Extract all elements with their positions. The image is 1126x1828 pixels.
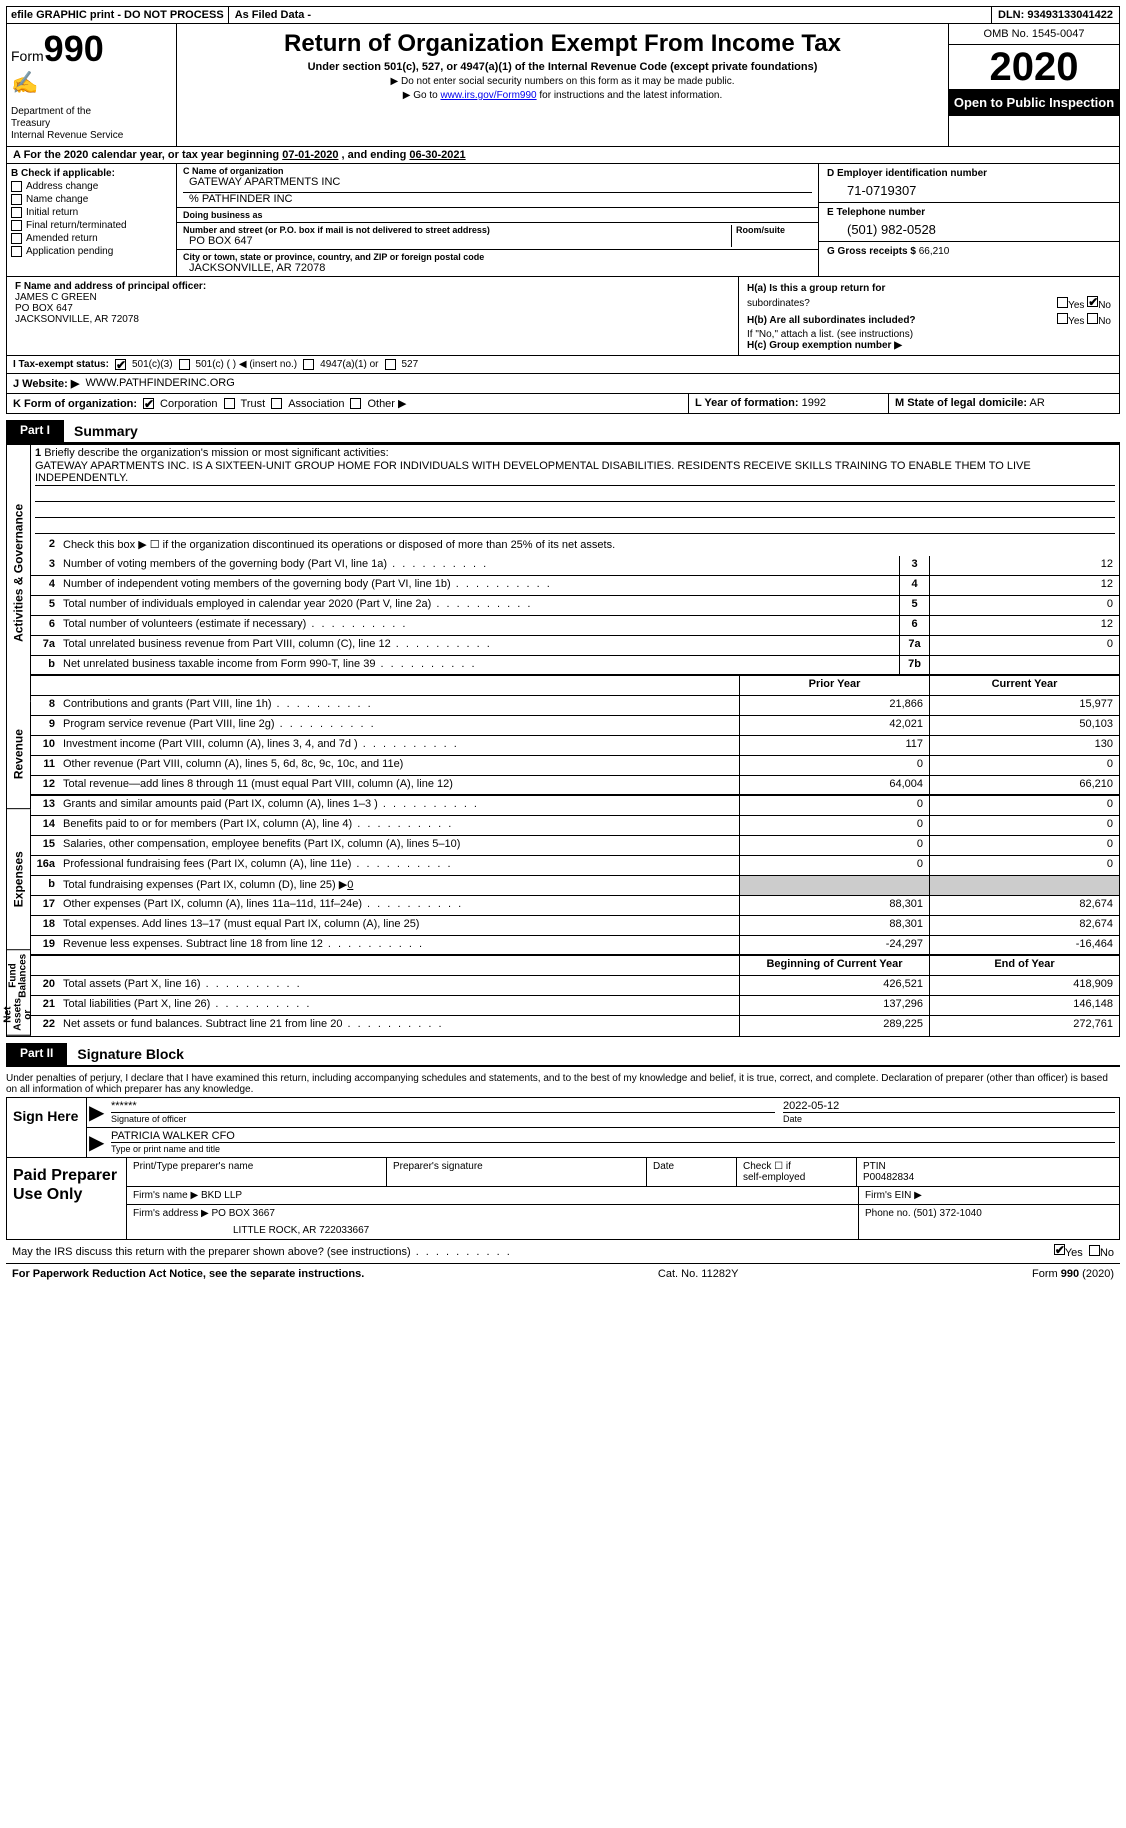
state-domicile: M State of legal domicile: AR (889, 394, 1119, 413)
chk-hb-no[interactable] (1087, 313, 1098, 324)
address-cell: Number and street (or P.O. box if mail i… (177, 223, 818, 250)
row-f-h: F Name and address of principal officer:… (6, 277, 1120, 356)
row-a-tax-year: A For the 2020 calendar year, or tax yea… (6, 147, 1120, 164)
city-cell: City or town, state or province, country… (177, 250, 818, 276)
row-k-l-m: K Form of organization: Corporation Trus… (6, 394, 1120, 414)
chk-other[interactable] (350, 398, 361, 409)
year-formation: L Year of formation: 1992 (689, 394, 889, 413)
header-title: Return of Organization Exempt From Incom… (177, 24, 949, 146)
irs-link[interactable]: www.irs.gov/Form990 (440, 90, 536, 101)
chk-amended[interactable] (11, 233, 22, 244)
chk-final-return[interactable] (11, 220, 22, 231)
open-to-public: Open to Public Inspection (949, 89, 1119, 116)
efile-label: efile GRAPHIC print - DO NOT PROCESS (7, 7, 229, 23)
principal-officer: F Name and address of principal officer:… (7, 277, 739, 355)
block-b-through-g: B Check if applicable: Address change Na… (6, 164, 1120, 277)
part-1-header: Part I Summary (6, 420, 1120, 444)
signature-block: Under penalties of perjury, I declare th… (6, 1071, 1120, 1284)
side-revenue: Revenue (7, 701, 31, 809)
chk-application-pending[interactable] (11, 246, 22, 257)
phone-cell: E Telephone number (501) 982-0528 (819, 203, 1119, 242)
chk-527[interactable] (385, 359, 396, 370)
may-irs-discuss: May the IRS discuss this return with the… (6, 1240, 1120, 1264)
chk-initial-return[interactable] (11, 207, 22, 218)
side-expenses: Expenses (7, 809, 31, 950)
row-j-website: J Website: ▶ WWW.PATHFINDERINC.ORG (6, 374, 1120, 394)
form-title: Return of Organization Exempt From Incom… (185, 30, 940, 58)
column-c-d: C Name of organization GATEWAY APARTMENT… (177, 164, 1119, 276)
chk-association[interactable] (271, 398, 282, 409)
form-of-org: K Form of organization: Corporation Trus… (7, 394, 689, 413)
page-footer: For Paperwork Reduction Act Notice, see … (6, 1264, 1120, 1284)
header-right: OMB No. 1545-0047 2020 Open to Public In… (949, 24, 1119, 146)
column-b-checkboxes: B Check if applicable: Address change Na… (7, 164, 177, 276)
summary-table: Activities & Governance Revenue Expenses… (6, 444, 1120, 1037)
as-filed-label: As Filed Data - (229, 7, 992, 23)
paid-preparer-block: Paid Preparer Use Only Print/Type prepar… (6, 1158, 1120, 1240)
ein-cell: D Employer identification number 71-0719… (819, 164, 1119, 203)
chk-ha-no[interactable] (1087, 296, 1098, 307)
arrow-icon: ▶ (87, 1098, 107, 1127)
side-net-assets: Net Assets orFund Balances (7, 950, 31, 1036)
header-left: Form990 ✍ Department of the Treasury Int… (7, 24, 177, 146)
sign-here-label: Sign Here (7, 1098, 87, 1157)
chk-4947[interactable] (303, 359, 314, 370)
chk-discuss-no[interactable] (1089, 1245, 1100, 1256)
org-name-cell: C Name of organization GATEWAY APARTMENT… (177, 164, 818, 208)
chk-ha-yes[interactable] (1057, 297, 1068, 308)
tax-year: 2020 (949, 45, 1119, 89)
top-bar: efile GRAPHIC print - DO NOT PROCESS As … (6, 6, 1120, 24)
dba-cell: Doing business as (177, 208, 818, 223)
row-i-tax-exempt: I Tax-exempt status: 501(c)(3) 501(c) ( … (6, 356, 1120, 374)
chk-hb-yes[interactable] (1057, 313, 1068, 324)
chk-discuss-yes[interactable] (1054, 1244, 1065, 1255)
part-2-header: Part II Signature Block (6, 1043, 1120, 1067)
chk-name-change[interactable] (11, 194, 22, 205)
dln: DLN: 93493133041422 (992, 7, 1119, 23)
mission-block: 1 Briefly describe the organization's mi… (31, 445, 1119, 536)
chk-address-change[interactable] (11, 181, 22, 192)
form-header: Form990 ✍ Department of the Treasury Int… (6, 24, 1120, 147)
swirl-icon: ✍ (11, 70, 172, 96)
omb-number: OMB No. 1545-0047 (949, 24, 1119, 45)
arrow-icon: ▶ (87, 1128, 107, 1157)
department: Department of the Treasury Internal Reve… (11, 106, 172, 142)
chk-501c[interactable] (179, 359, 190, 370)
chk-corporation[interactable] (143, 398, 154, 409)
gross-receipts-cell: G Gross receipts $ 66,210 (819, 242, 1119, 261)
chk-trust[interactable] (224, 398, 235, 409)
side-activities: Activities & Governance (7, 445, 31, 701)
chk-501c3[interactable] (115, 359, 126, 370)
form-number: Form990 (11, 28, 172, 70)
group-return: H(a) Is this a group return for subordin… (739, 277, 1119, 355)
